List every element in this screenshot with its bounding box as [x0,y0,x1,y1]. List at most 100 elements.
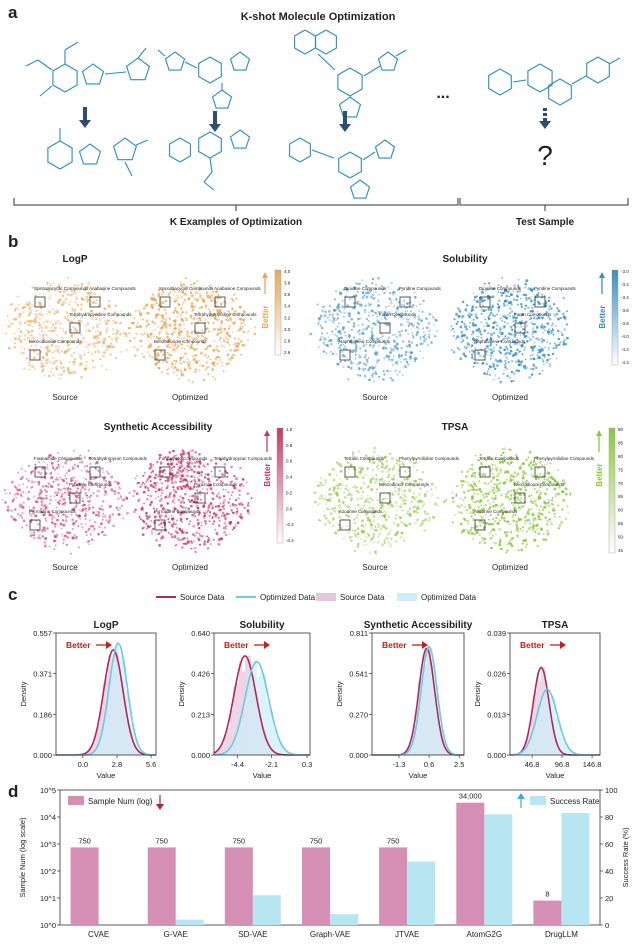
tsne-point [509,539,512,542]
tsne-point [374,481,377,485]
tsne-point [324,523,327,526]
tsne-point [551,322,554,325]
colorbar-tick: 2.6 [284,350,291,355]
tsne-point [216,356,219,359]
tsne-point [476,524,479,526]
tsne-point [218,519,221,522]
tsne-point [60,495,63,498]
tsne-point [186,542,190,545]
tsne-point [379,336,382,339]
tsne-point [137,322,139,325]
tsne-point [179,473,182,476]
tsne-point [550,329,552,332]
tsne-point [366,360,369,364]
tsne-point [420,478,423,481]
tsne-point [402,374,404,377]
tsne-point [561,333,564,337]
tsne-point [459,357,463,361]
tsne-point [470,349,473,352]
tsne-point [227,327,230,330]
tsne-point [321,497,324,500]
mol3-ring [337,67,363,97]
tsne-point [95,298,99,302]
tsne-point [85,510,88,513]
tsne-point [9,339,12,342]
tsne-point [477,327,481,331]
tsne-point [323,314,327,318]
tsne-point [358,337,361,341]
tsne-point [464,506,466,508]
tsne-point [356,532,360,535]
tsne-point [364,367,367,370]
tsne-point [464,308,467,312]
tsne-point [538,509,541,512]
tsne-point [175,360,178,363]
tsne-point [361,468,364,471]
tsne-point [422,299,425,303]
tsne-point [519,323,522,326]
tsne-point [189,485,192,488]
tsne-point [408,507,411,510]
tsne-point [508,499,511,502]
tsne-point [39,492,41,494]
tsne-point [386,347,388,349]
tsne-point [533,344,537,348]
tsne-point [545,311,548,314]
tsne-point [411,323,413,326]
tsne-point [484,347,487,350]
tsne-point [490,296,492,299]
tsne-point [397,492,400,496]
tsne-point [517,286,521,290]
tsne-point [487,324,490,328]
optimized-scatter-2: Formamide Compounds Tetrahydropyran Compo… [125,449,273,554]
tsne-point [374,323,377,327]
tsne-point [172,465,175,469]
tsne-point [546,523,549,526]
tsne-point [92,343,95,346]
tsne-point [244,324,246,326]
tsne-point [471,305,475,309]
tsne-point [179,480,182,483]
tsne-point [184,492,187,496]
tsne-point [475,338,479,342]
tsne-point [475,342,478,345]
tsne-point [358,355,362,359]
bond [184,61,198,69]
tsne-point [371,334,374,337]
tsne-point [457,315,461,318]
tsne-point [412,492,415,495]
tsne-point [52,323,55,326]
tsne-point [406,320,410,324]
colorbar-tick: 80 [618,454,624,459]
tsne-point [25,524,29,527]
tsne-point [317,317,321,320]
bond [209,157,213,173]
tsne-point [407,318,410,321]
density-title-1: Solubility [240,620,285,631]
tsne-point [388,453,391,456]
tsne-point [531,335,535,338]
tsne-point [398,353,401,356]
tsne-point [175,523,177,526]
tsne-point [482,355,485,358]
tsne-point [105,348,109,351]
tsne-point [210,470,213,473]
tsne-point [489,358,492,360]
tsne-point [531,467,533,470]
tsne-point [413,466,416,468]
tsne-point [206,473,210,476]
tsne-point [40,501,44,504]
tsne-point [507,336,510,339]
tsne-point [242,484,245,488]
tsne-point [182,356,185,359]
tsne-point [547,349,550,352]
tsne-point [369,289,372,292]
tsne-point [422,521,425,524]
tsne-point [70,294,73,298]
tsne-point [63,350,67,353]
tsne-point [134,310,137,313]
tsne-point [383,311,387,315]
tsne-point [336,528,340,532]
tsne-point [504,532,507,535]
tsne-point [337,342,340,345]
